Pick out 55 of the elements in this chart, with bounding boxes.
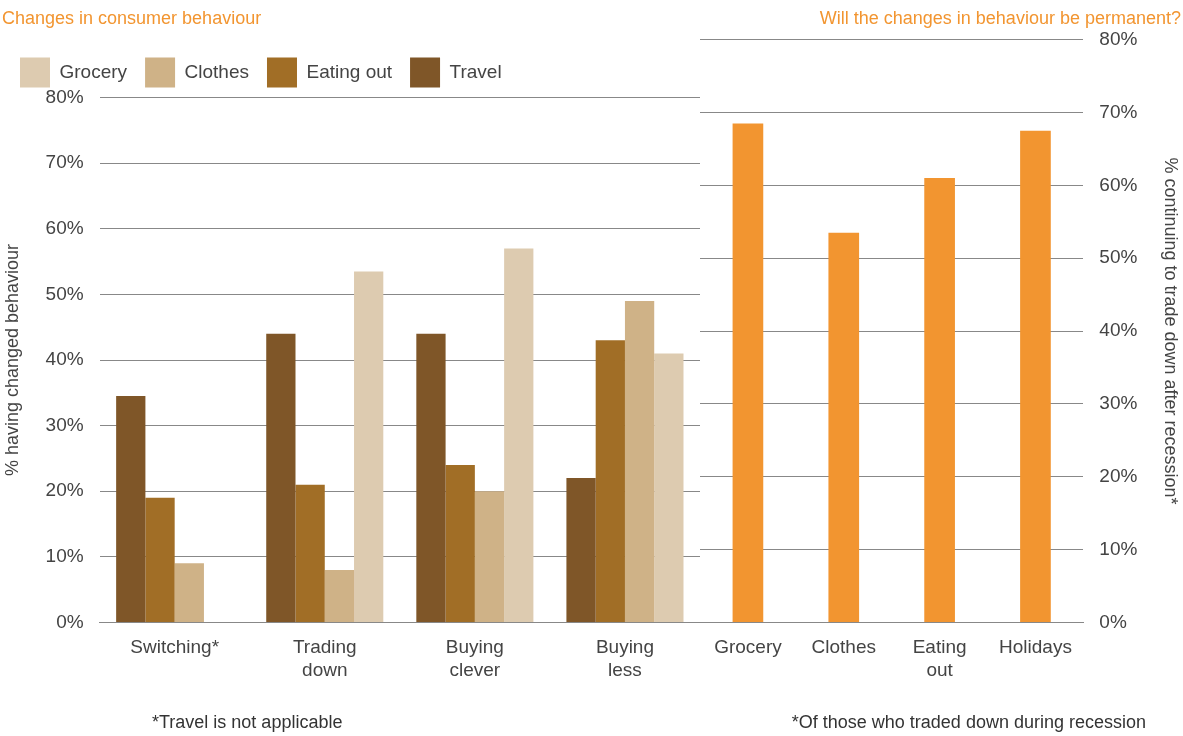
bar [416, 333, 446, 622]
y2-tick-label: 20% [1099, 464, 1138, 486]
y2-tick-label: 0% [1099, 610, 1127, 632]
x-tick-label: Switching* [130, 636, 220, 658]
x-tick-label: Buying clever [445, 636, 504, 680]
bar [324, 569, 355, 622]
y-tick-label: 30% [45, 413, 84, 435]
legend-label: Travel [449, 60, 502, 82]
bar [354, 271, 384, 622]
y-tick-label: 80% [45, 85, 84, 107]
bar [504, 248, 534, 622]
y-tick-label: 40% [45, 348, 84, 370]
x-tick-label: Buying less [595, 636, 655, 680]
bar [145, 497, 175, 622]
bar [566, 478, 596, 622]
y2-tick-label: 80% [1099, 27, 1138, 49]
x-tick-label: Grocery [714, 636, 783, 658]
y2-tick-label: 60% [1099, 173, 1138, 195]
chart-title: Changes in consumer behaviour [2, 7, 262, 28]
y2-tick-label: 30% [1099, 392, 1138, 414]
bar [445, 464, 475, 622]
bar [474, 491, 505, 622]
legend-label: Grocery [59, 60, 128, 82]
y2-axis-title: % continuing to trade down after recession* [1161, 157, 1182, 505]
chart-title: Will the changes in behaviour be permanent? [819, 7, 1181, 28]
y2-tick-label: 40% [1099, 319, 1138, 341]
y2-tick-label: 70% [1099, 100, 1138, 122]
y-tick-label: 50% [45, 282, 84, 304]
x-tick-label: Clothes [811, 636, 876, 658]
x-tick-label: Eating out [912, 636, 967, 680]
y2-tick-label: 50% [1099, 246, 1138, 268]
bar [732, 123, 764, 622]
y-tick-label: 10% [45, 545, 84, 567]
y-tick-label: 60% [45, 217, 84, 239]
x-tick-label: Holidays [999, 636, 1072, 658]
text: *Travel is not applicable [152, 712, 343, 732]
bar [828, 232, 860, 622]
bar [116, 396, 146, 622]
bar [624, 300, 655, 622]
bar [1020, 130, 1051, 622]
x-tick-label: Trading down [292, 636, 357, 680]
y-tick-label: 0% [56, 610, 84, 632]
legend-label: Eating out [306, 60, 393, 82]
text: *Of those who traded down during recession [791, 712, 1146, 732]
y-tick-label: 20% [45, 479, 84, 501]
y-tick-label: 70% [45, 151, 84, 173]
bar [266, 333, 296, 622]
bar [924, 178, 955, 622]
bar [654, 353, 684, 622]
legend-label: Clothes [184, 60, 249, 82]
y-axis-title: % having changed behaviour [1, 243, 22, 477]
y2-tick-label: 10% [1099, 537, 1138, 559]
bar [295, 484, 325, 622]
bar [595, 340, 625, 622]
bar [174, 563, 204, 622]
